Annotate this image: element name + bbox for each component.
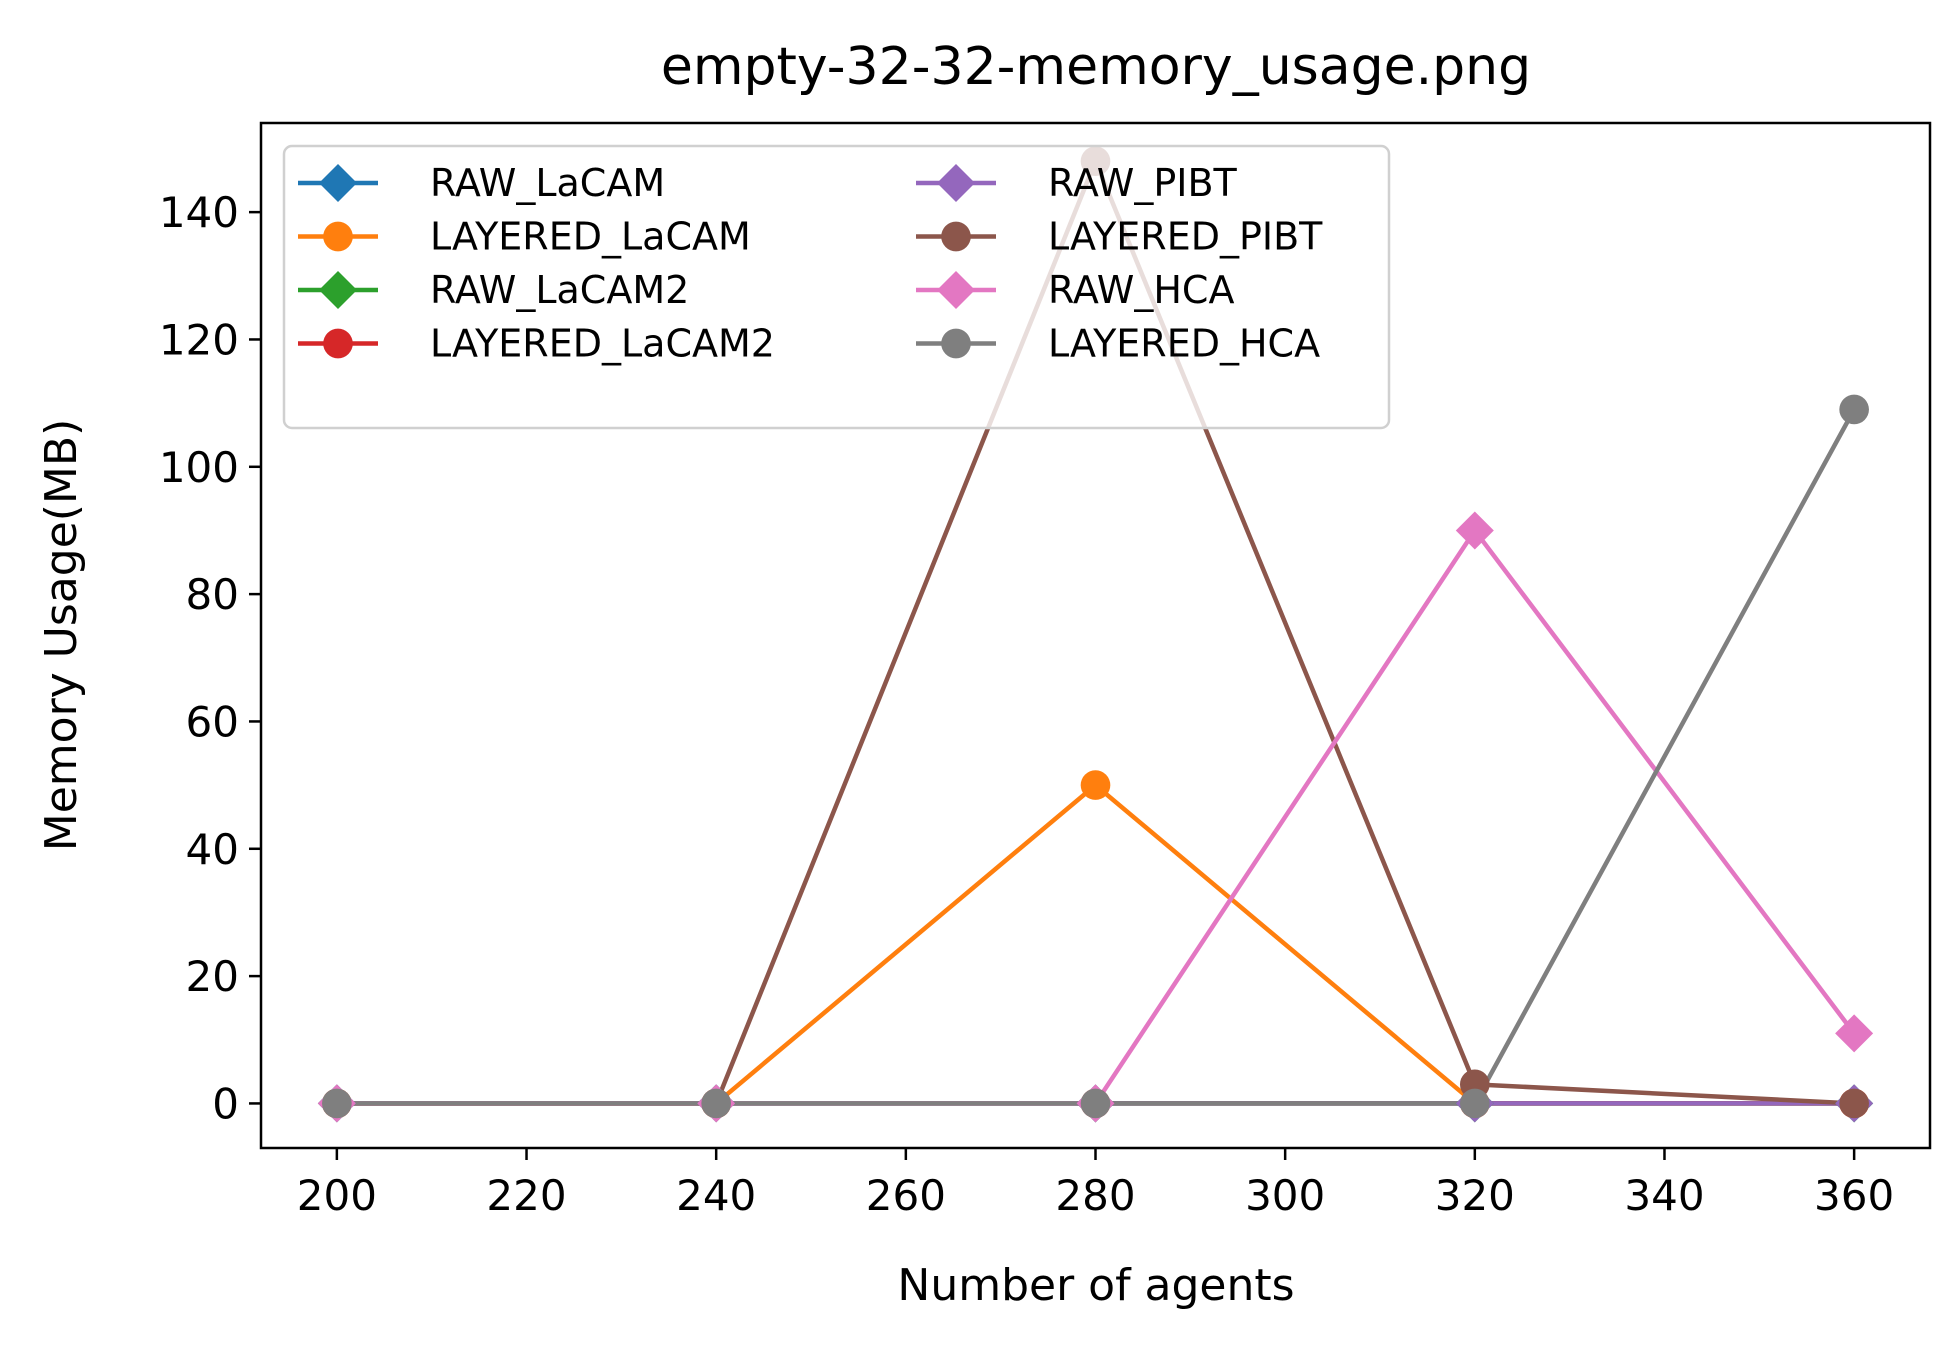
data-point-layered-lacam [1080,770,1111,800]
legend-swatch-marker [319,271,357,309]
x-tick-label: 240 [676,1171,756,1220]
y-tick-label: 0 [212,1079,239,1128]
data-point-layered-hca [1080,1088,1111,1119]
data-point-raw-hca [1835,1014,1874,1053]
legend-swatch-marker [937,271,975,309]
legend-swatch-marker [323,221,353,252]
x-tick-label: 320 [1435,1171,1515,1220]
legend-swatch-marker [941,221,971,252]
legend-swatch-marker [937,164,975,202]
data-point-layered-hca [1839,394,1869,425]
legend-swatch-marker [323,328,353,359]
y-tick-label: 20 [186,952,239,1001]
legend-label-layered-lacam2: LAYERED_LaCAM2 [430,322,775,366]
y-axis-title: Memory Usage(MB) [36,419,87,852]
x-tick-label: 280 [1055,1171,1135,1220]
x-tick-label: 340 [1624,1171,1704,1220]
x-tick-label: 200 [297,1171,377,1220]
series-markers [317,146,1874,1123]
y-tick-label: 100 [159,443,239,492]
x-tick-label: 300 [1245,1171,1325,1220]
x-tick-label: 260 [866,1171,946,1220]
data-point-raw-hca [1455,511,1494,550]
legend-label-layered-pibt: LAYERED_PIBT [1048,215,1323,259]
legend: RAW_LaCAM LAYERED_LaCAM RAW_LaCAM2 LAYERED_… [282,144,1391,430]
legend-label-layered-lacam: LAYERED_LaCAM [430,215,751,259]
legend-label-layered-hca: LAYERED_HCA [1048,322,1320,366]
legend-label-raw-lacam2: RAW_LaCAM2 [430,268,689,312]
data-point-layered-hca [701,1088,732,1119]
x-axis-ticks: 200 220 240 260 280 300 320 340 360 [297,1148,1894,1220]
legend-box [282,144,1391,430]
y-tick-label: 60 [186,697,239,746]
legend-swatch-marker [941,328,971,359]
data-point-layered-pibt [1839,1088,1869,1119]
legend-label-raw-hca: RAW_HCA [1048,268,1234,312]
data-point-layered-hca [322,1088,352,1119]
y-tick-label: 140 [159,188,239,237]
x-tick-label: 360 [1814,1171,1894,1220]
y-axis-ticks: 0 20 40 60 80 100 120 140 [159,188,261,1128]
legend-label-raw-pibt: RAW_PIBT [1048,161,1238,205]
y-tick-label: 40 [186,825,239,874]
x-tick-label: 220 [486,1171,566,1220]
y-tick-label: 80 [186,570,239,619]
legend-swatch-marker [319,164,357,202]
data-point-layered-hca [1459,1088,1490,1119]
y-tick-label: 120 [159,315,239,364]
chart-title: empty-32-32-memory_usage.png [661,37,1531,97]
legend-label-raw-lacam: RAW_LaCAM [430,161,665,205]
x-axis-title: Number of agents [897,1260,1294,1311]
